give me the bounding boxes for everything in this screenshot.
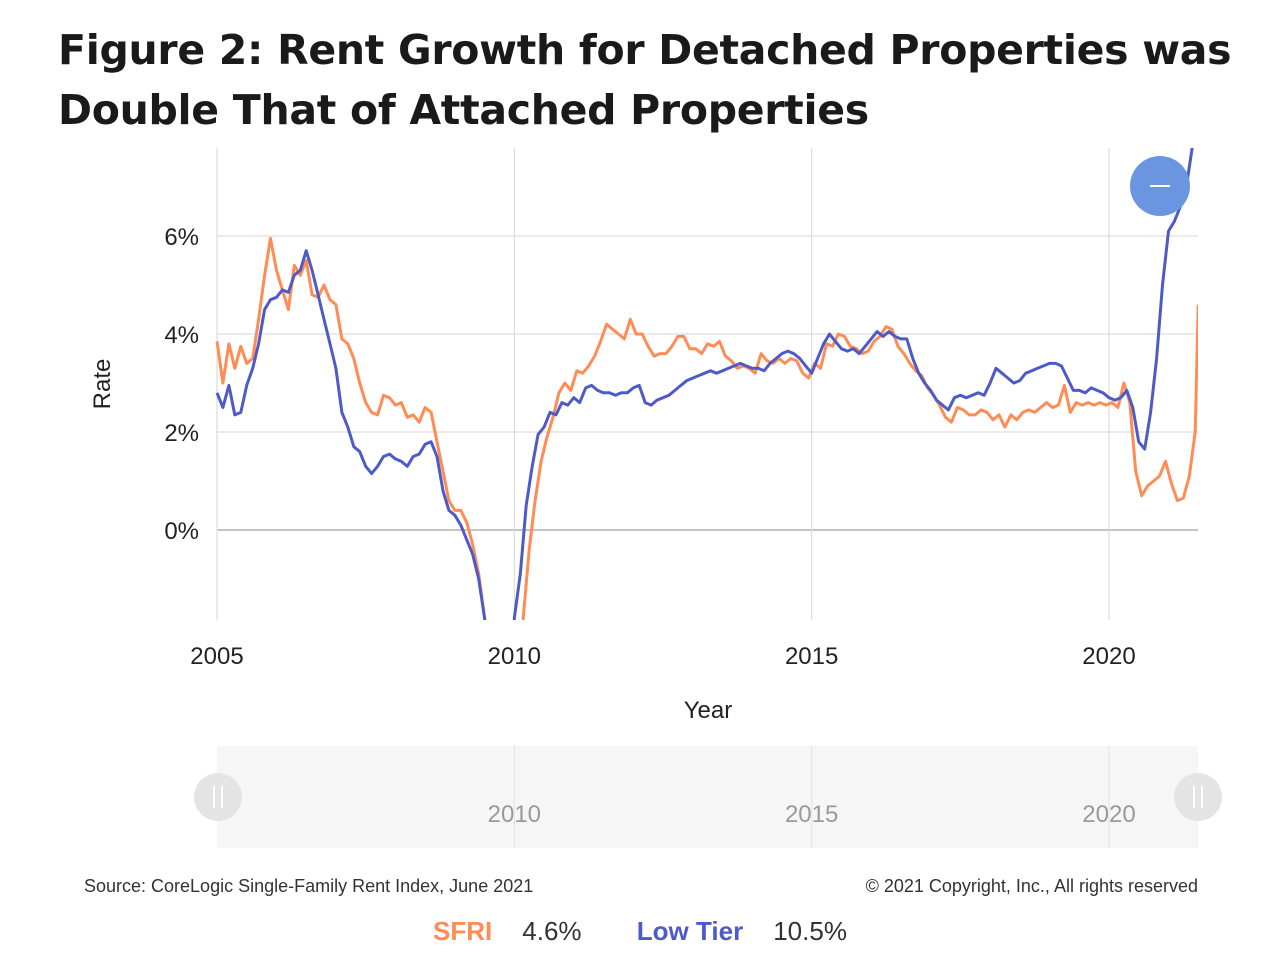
navigator-tick-label: 2010 bbox=[488, 801, 541, 828]
navigator-ticks: 2010 2015 2020 bbox=[488, 746, 1136, 848]
y-tick-label: 4% bbox=[164, 322, 199, 349]
series-line-low-tier[interactable] bbox=[215, 16, 1195, 871]
series-line-sfri[interactable] bbox=[215, 236, 1198, 870]
x-tick-label: 2010 bbox=[488, 643, 541, 670]
legend-value-sfri: 4.6% bbox=[522, 916, 582, 946]
zoom-out-button[interactable] bbox=[1130, 156, 1190, 216]
y-tick-label: 6% bbox=[164, 224, 199, 251]
grid-lines bbox=[216, 148, 1198, 620]
chart: 0% 2% 4% 6% 2005 2010 2015 2020 Rate Year 2010… bbox=[89, 16, 1222, 871]
navigator-background[interactable] bbox=[217, 746, 1198, 848]
y-tick-label: 2% bbox=[164, 420, 199, 447]
legend-name-sfri: SFRI bbox=[433, 916, 493, 946]
x-tick-label: 2005 bbox=[190, 643, 243, 670]
source-note: Source: CoreLogic Single-Family Rent Ind… bbox=[84, 876, 534, 896]
copyright-note: © 2021 Copyright, Inc., All rights reser… bbox=[865, 876, 1198, 896]
navigator-tick-label: 2015 bbox=[785, 801, 838, 828]
y-axis-ticks: 0% 2% 4% 6% bbox=[164, 224, 199, 545]
series-group bbox=[215, 16, 1198, 871]
chart-title: Figure 2: Rent Growth for Detached Prope… bbox=[58, 26, 1232, 134]
y-axis-title: Rate bbox=[89, 359, 116, 410]
navigator-right-handle[interactable] bbox=[1174, 773, 1222, 821]
navigator-tick-label: 2020 bbox=[1082, 801, 1135, 828]
navigator-left-handle[interactable] bbox=[194, 773, 242, 821]
y-tick-label: 0% bbox=[164, 518, 199, 545]
legend-item-sfri[interactable]: SFRI 4.6% bbox=[433, 916, 582, 947]
legend-value-low-tier: 10.5% bbox=[773, 916, 847, 946]
x-tick-label: 2020 bbox=[1082, 643, 1135, 670]
legend-item-low-tier[interactable]: Low Tier 10.5% bbox=[637, 916, 847, 947]
x-tick-label: 2015 bbox=[785, 643, 838, 670]
legend: SFRI 4.6% Low Tier 10.5% bbox=[0, 916, 1280, 947]
x-axis-title: Year bbox=[684, 697, 733, 724]
x-axis-ticks: 2005 2010 2015 2020 bbox=[190, 643, 1135, 670]
legend-name-low-tier: Low Tier bbox=[636, 916, 744, 946]
